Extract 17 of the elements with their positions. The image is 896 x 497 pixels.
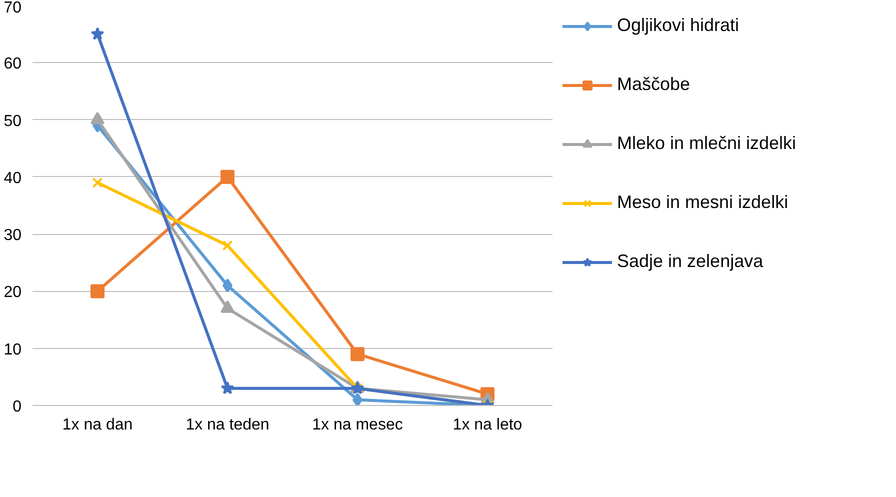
y-tick-label: 50 [4,112,22,130]
x-tick-label: 1x na leto [452,416,522,434]
legend-label: Ogljikovi hidrati [617,15,740,36]
x-tick-label: 1x na dan [62,416,133,434]
y-tick-label: 70 [4,0,22,16]
y-tick-label: 10 [4,341,22,358]
x-tick-label: 1x na teden [186,416,270,434]
legend-label: Sadje in zelenjava [617,251,764,272]
legend-label: Mleko in mlečni izdelki [617,133,798,154]
y-tick-label: 30 [4,227,22,244]
y-tick-label: 0 [12,398,22,416]
y-tick-label: 40 [4,170,22,187]
y-tick-label: 60 [4,56,22,73]
legend-label: Maščobe [617,74,692,95]
legend-label: Meso in mesni izdelki [617,192,790,213]
y-tick-label: 20 [4,284,22,302]
x-tick-label: 1x na mesec [312,416,403,434]
